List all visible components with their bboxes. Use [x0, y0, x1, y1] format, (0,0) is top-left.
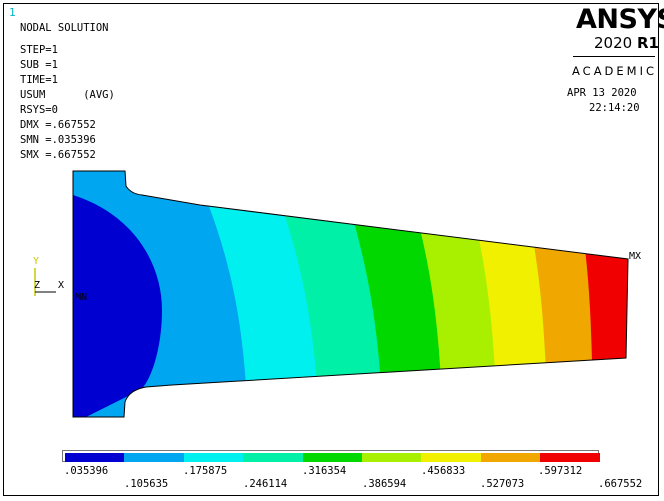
- ansys-logo: ANSYS: [576, 4, 664, 35]
- legend-swatch: [540, 453, 601, 462]
- legend-swatch: [480, 453, 541, 462]
- part-outline: [72, 170, 629, 418]
- legend-label: .035396: [64, 465, 109, 477]
- legend-label: .667552: [598, 478, 643, 490]
- academic-label: ACADEMIC: [572, 64, 658, 78]
- min-marker: MN: [75, 292, 88, 303]
- legend-swatch: [183, 453, 244, 462]
- legend-label: .456833: [421, 465, 466, 477]
- time-label: 22:14:20: [589, 102, 640, 114]
- version-release: R1: [636, 34, 659, 52]
- legend-label: .105635: [124, 478, 169, 490]
- legend-swatch: [302, 453, 363, 462]
- date-label: APR 13 2020: [567, 87, 637, 99]
- legend-label: .527073: [480, 478, 525, 490]
- triad-y-label: Y: [33, 256, 40, 267]
- smx-label: SMX =.667552: [20, 149, 96, 161]
- legend-swatch: [362, 453, 422, 462]
- legend-label: .386594: [362, 478, 407, 490]
- legend-label: .316354: [302, 465, 347, 477]
- logo-divider: [573, 56, 655, 57]
- ansys-version: 2020 R1: [594, 34, 659, 52]
- legend-swatch: [243, 453, 304, 462]
- step-label: STEP=1: [20, 44, 58, 56]
- window-number: 1: [9, 6, 16, 19]
- time-label: TIME=1: [20, 74, 58, 86]
- usum-label: USUM (AVG): [20, 89, 115, 101]
- legend-swatch: [124, 453, 185, 462]
- triad-z-label: Z: [34, 280, 41, 291]
- rsys-label: RSYS=0: [20, 104, 58, 116]
- legend-label: .597312: [538, 465, 583, 477]
- legend-label: .175875: [183, 465, 228, 477]
- legend-swatch: [65, 453, 125, 462]
- contour-band-1: [73, 171, 162, 417]
- contour-plot: [73, 171, 628, 417]
- smn-label: SMN =.035396: [20, 134, 96, 146]
- solution-title: NODAL SOLUTION: [20, 22, 109, 34]
- max-marker: MX: [629, 251, 642, 262]
- legend-label: .246114: [243, 478, 288, 490]
- sub-label: SUB =1: [20, 59, 58, 71]
- dmx-label: DMX =.667552: [20, 119, 96, 131]
- legend-swatch: [421, 453, 482, 462]
- version-year: 2020: [594, 34, 633, 52]
- triad-x-label: X: [58, 280, 65, 291]
